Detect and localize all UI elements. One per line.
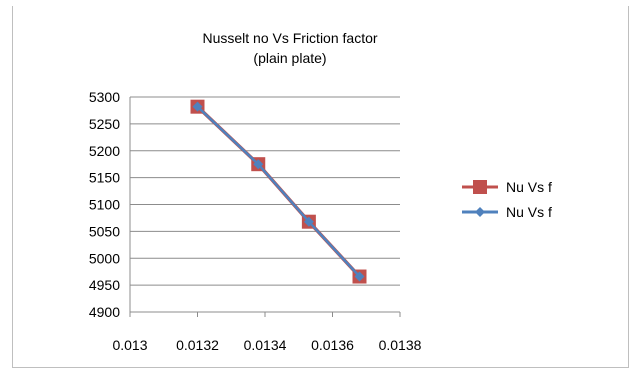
chart-title-line-1: Nusselt no Vs Friction factor <box>202 30 378 46</box>
y-tick-label: 4900 <box>89 304 120 320</box>
series-1-point <box>253 159 264 170</box>
y-tick-label: 5000 <box>89 250 120 266</box>
y-tick-label: 5150 <box>89 170 120 186</box>
x-tick-label: 0.0132 <box>176 337 219 353</box>
x-tick-label: 0.0134 <box>244 337 287 353</box>
legend-label-0: Nu Vs f <box>506 179 552 195</box>
y-tick-label: 5050 <box>89 223 120 239</box>
chart-title-line-2: (plain plate) <box>253 50 327 66</box>
x-tick-label: 0.0138 <box>379 337 422 353</box>
chart-frame <box>12 6 629 368</box>
legend-label-1: Nu Vs f <box>506 204 552 220</box>
series-1-point <box>303 216 314 227</box>
y-tick-label: 5100 <box>89 197 120 213</box>
legend-marker-1 <box>475 207 485 217</box>
x-tick-label: 0.0136 <box>311 337 354 353</box>
series-line-1 <box>196 105 361 278</box>
y-tick-label: 4950 <box>89 277 120 293</box>
series-1-point <box>354 271 365 282</box>
x-tick-label: 0.013 <box>112 337 147 353</box>
y-tick-label: 5200 <box>89 143 120 159</box>
series-1-point <box>192 101 203 112</box>
legend-marker-0 <box>473 180 487 194</box>
y-tick-label: 5250 <box>89 116 120 132</box>
y-tick-label: 5300 <box>89 89 120 105</box>
